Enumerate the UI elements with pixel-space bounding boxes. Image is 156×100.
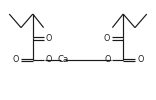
Text: O: O bbox=[137, 55, 144, 64]
Text: O: O bbox=[12, 55, 19, 64]
Text: O: O bbox=[46, 34, 52, 43]
Text: Ca: Ca bbox=[58, 55, 69, 64]
Text: O: O bbox=[46, 55, 52, 64]
Text: O: O bbox=[104, 55, 110, 64]
Text: O: O bbox=[104, 34, 110, 43]
